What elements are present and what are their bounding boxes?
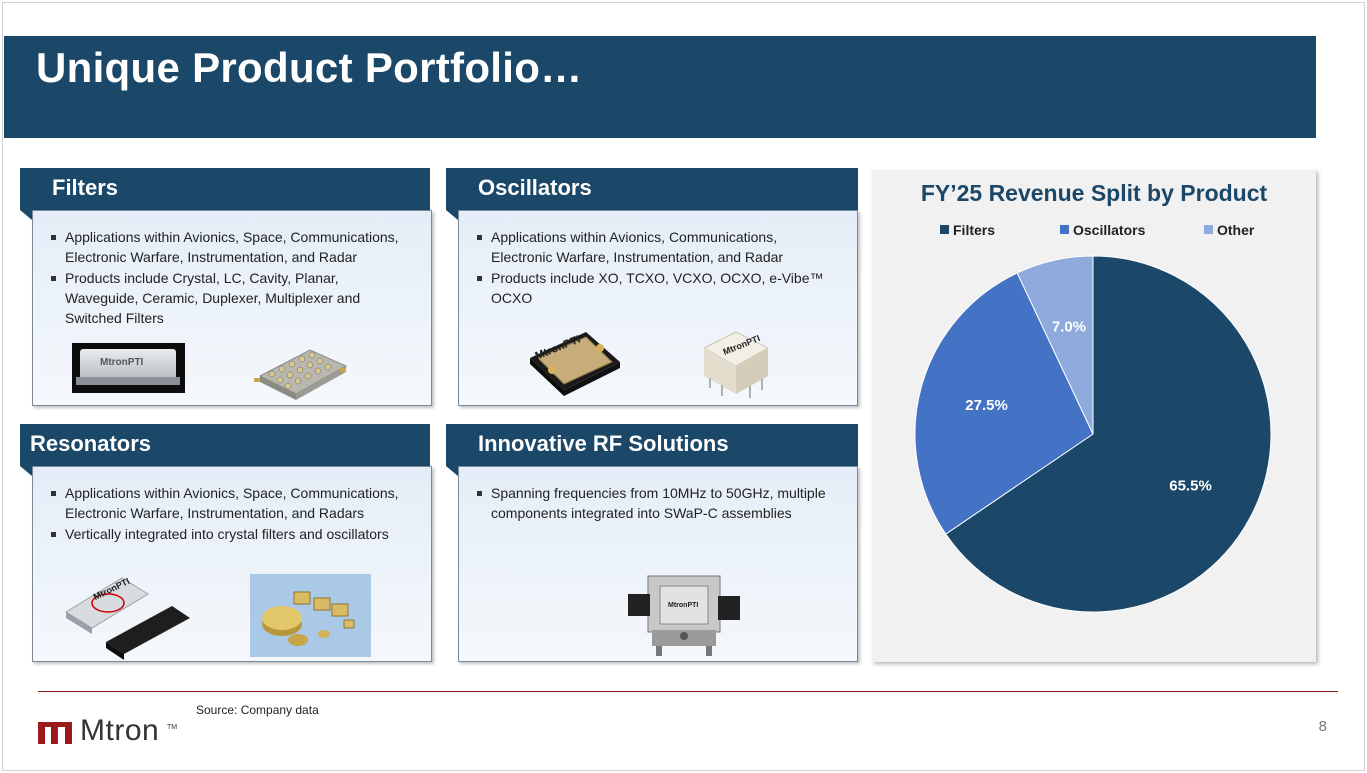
- pie-label-oscillators: 27.5%: [965, 397, 1008, 414]
- cavity-filter-image: [254, 349, 348, 400]
- rf-solutions-header: [446, 424, 858, 466]
- pie-slice-filters: [945, 255, 1272, 613]
- mtron-logo-icon: [38, 722, 72, 744]
- rf-assembly-brand: MtronPTI: [668, 602, 699, 609]
- filters-bullets: Applications within Avionics, Space, Com…: [51, 227, 413, 329]
- footer-divider: [38, 691, 1338, 692]
- filters-card: Filters Applications within Avionics, Sp…: [20, 168, 432, 406]
- pie-chart: 65.5% 27.5% 7.0%: [914, 255, 1272, 613]
- bullet: Spanning frequencies from 10MHz to 50GHz…: [477, 483, 839, 523]
- pie-label-other: 7.0%: [1052, 318, 1086, 335]
- oscillators-title: Oscillators: [478, 175, 592, 200]
- legend-swatch: [1204, 225, 1213, 234]
- chart-legend: Filters Oscillators Other: [872, 222, 1316, 242]
- legend-swatch: [1060, 225, 1069, 234]
- title-bar: [4, 36, 1316, 138]
- rf-solutions-title: Innovative RF Solutions: [478, 431, 729, 456]
- oscillators-card: Oscillators Applications within Avionics…: [446, 168, 858, 406]
- oscillators-bullets: Applications within Avionics, Communicat…: [477, 227, 839, 309]
- resonators-header: [20, 424, 430, 466]
- legend-item-oscillators: Oscillators: [1060, 222, 1145, 238]
- resonator-components-image: [250, 574, 371, 657]
- rf-solutions-bullets: Spanning frequencies from 10MHz to 50GHz…: [477, 483, 839, 524]
- revenue-chart-panel: FY’25 Revenue Split by Product Filters O…: [872, 170, 1316, 662]
- trademark-mark: TM: [167, 724, 178, 731]
- oscillators-body: Applications within Avionics, Communicat…: [458, 210, 858, 406]
- pie-slice-other: [1016, 255, 1094, 435]
- page-number: 8: [1318, 718, 1327, 735]
- legend-item-filters: Filters: [940, 222, 995, 238]
- bullet: Applications within Avionics, Communicat…: [477, 227, 839, 267]
- pie-slice-oscillators: [914, 272, 1094, 535]
- pie-label-filters: 65.5%: [1169, 478, 1212, 495]
- crystal-resonator-image: [65, 577, 190, 660]
- chart-title: FY’25 Revenue Split by Product: [920, 180, 1268, 206]
- legend-item-other: Other: [1204, 222, 1254, 238]
- ocxo-image: [702, 331, 770, 398]
- bullet: Vertically integrated into crystal filte…: [51, 524, 413, 544]
- smd-oscillator-image: [530, 332, 620, 396]
- bullet: Products include XO, TCXO, VCXO, OCXO, e…: [477, 268, 839, 308]
- slide-title: Unique Product Portfolio…: [36, 44, 583, 91]
- legend-swatch: [940, 225, 949, 234]
- bullet: Applications within Avionics, Space, Com…: [51, 483, 413, 523]
- resonators-bullets: Applications within Avionics, Space, Com…: [51, 483, 413, 545]
- source-note: Source: Company data: [196, 703, 319, 717]
- oscillators-header: [446, 168, 858, 210]
- resonators-title: Resonators: [30, 431, 152, 456]
- crystal-filter-image: MtronPTI: [72, 343, 185, 393]
- filters-header: [20, 168, 430, 210]
- bullet: Products include Crystal, LC, Cavity, Pl…: [51, 268, 413, 328]
- logo-wordmark: Mtron: [80, 714, 160, 747]
- filters-title: Filters: [52, 175, 119, 200]
- bullet: Applications within Avionics, Space, Com…: [51, 227, 413, 267]
- rf-assembly-image: [628, 575, 740, 656]
